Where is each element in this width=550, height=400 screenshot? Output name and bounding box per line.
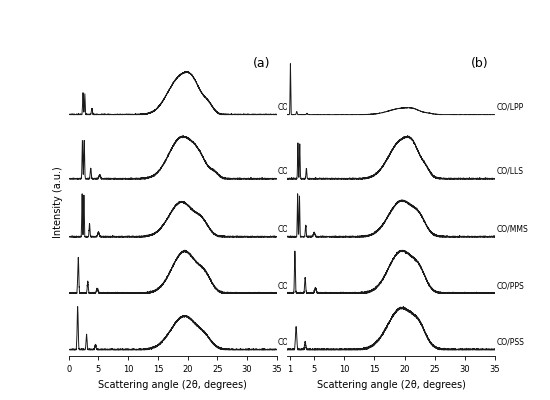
Text: CO/LSL: CO/LSL	[278, 167, 305, 176]
Text: CO/LLS: CO/LLS	[496, 167, 523, 176]
Text: CO/PPS: CO/PPS	[496, 281, 524, 290]
Text: CO/PSS: CO/PSS	[496, 338, 524, 346]
Text: CO/PSP: CO/PSP	[278, 281, 306, 290]
Text: CO/LPL: CO/LPL	[278, 102, 305, 112]
X-axis label: Scattering angle (2θ, degrees): Scattering angle (2θ, degrees)	[98, 380, 247, 390]
Text: (b): (b)	[471, 57, 489, 70]
Y-axis label: Intensity (a.u.): Intensity (a.u.)	[53, 166, 63, 238]
Text: (a): (a)	[253, 57, 271, 70]
Text: CO/SSS: CO/SSS	[278, 338, 306, 346]
X-axis label: Scattering angle (2θ, degrees): Scattering angle (2θ, degrees)	[317, 380, 465, 390]
Text: CO/MMS: CO/MMS	[496, 225, 528, 234]
Text: CO/LPP: CO/LPP	[496, 102, 524, 112]
Text: CO/MSM: CO/MSM	[278, 225, 310, 234]
